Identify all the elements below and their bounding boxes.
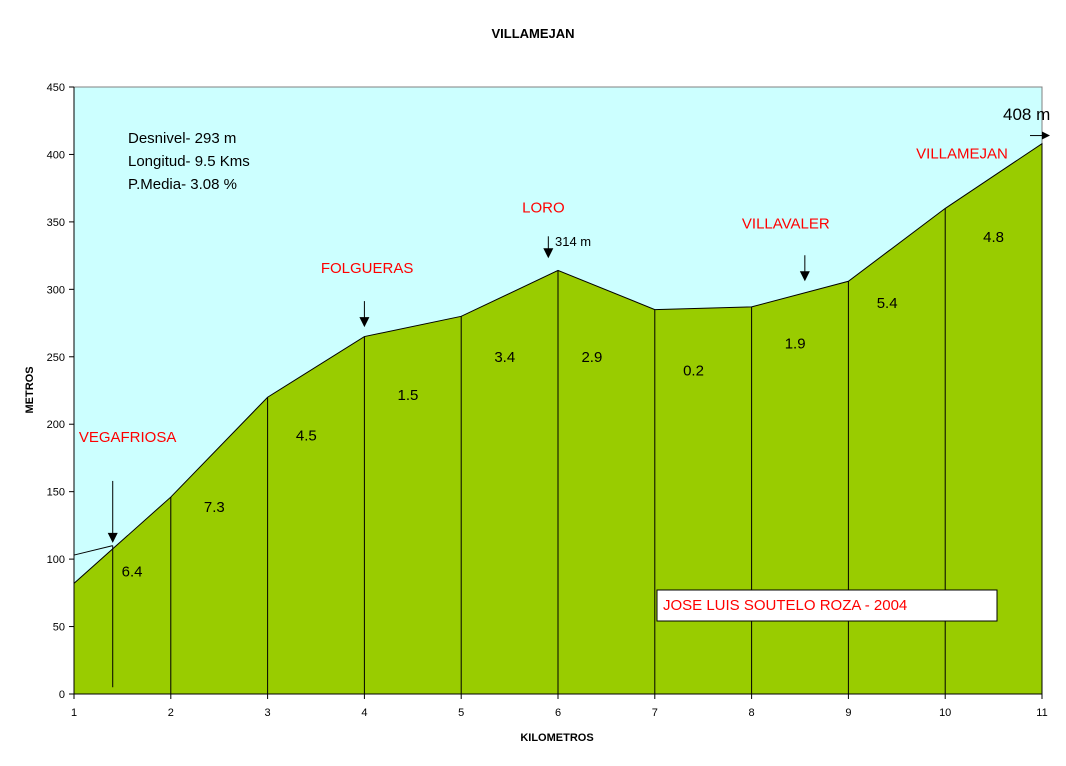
- y-tick-label: 150: [47, 487, 65, 499]
- place-label: FOLGUERAS: [321, 260, 414, 277]
- y-axis-label: METROS: [24, 366, 36, 413]
- segment-gradient-label: 1.9: [785, 336, 806, 353]
- x-axis: 1 2 3 4 5 6 7 8 9 10 11: [71, 693, 1048, 719]
- end-elevation-label: 408 m: [1003, 105, 1050, 124]
- segment-gradient-label: 7.3: [204, 499, 225, 516]
- arrow-icon: [107, 532, 118, 543]
- segment-gradient-label: 2.9: [581, 349, 602, 366]
- start-slope-line: [73, 545, 113, 556]
- segment-dividers: [170, 208, 946, 694]
- x-tick-label: 5: [458, 707, 464, 719]
- x-tick-label: 8: [749, 707, 755, 719]
- segment-gradient-label: 0.2: [683, 363, 704, 380]
- author-box-frame: [656, 589, 998, 622]
- arrow-icon: [799, 271, 810, 282]
- author-label: JOSE LUIS SOUTELO ROZA - 2004: [663, 597, 907, 614]
- place-label: VEGAFRIOSA: [79, 429, 177, 446]
- segment-gradient-label: 3.4: [494, 349, 515, 366]
- y-tick-label: 450: [47, 82, 65, 94]
- x-tick-label: 4: [361, 707, 367, 719]
- x-tick-label: 3: [265, 707, 271, 719]
- chart-title: VILLAMEJAN: [491, 26, 574, 41]
- x-tick-label: 1: [71, 707, 77, 719]
- y-tick-label: 400: [47, 149, 65, 161]
- peak-elevation-label: 314 m: [555, 234, 591, 249]
- place-label: VILLAMEJAN: [916, 145, 1008, 162]
- x-tick-label: 6: [555, 707, 561, 719]
- segment-gradient-label: 5.4: [877, 295, 898, 312]
- y-tick-label: 100: [47, 554, 65, 566]
- segment-gradient-label: 4.5: [296, 427, 317, 444]
- arrow-icon: [1042, 131, 1050, 140]
- x-tick-label: 2: [168, 707, 174, 719]
- x-axis-label: KILOMETROS: [520, 732, 593, 744]
- info-pendiente: P.Media- 3.08 %: [128, 176, 237, 193]
- x-tick-label: 10: [939, 707, 951, 719]
- x-tick-label: 7: [652, 707, 658, 719]
- segment-gradient-label: 1.5: [398, 387, 419, 404]
- y-tick-label: 50: [53, 622, 65, 634]
- segment-gradient-label: 6.4: [122, 564, 143, 581]
- info-longitud: Longitud- 9.5 Kms: [128, 153, 250, 170]
- y-tick-label: 0: [59, 689, 65, 701]
- arrow-icon: [359, 317, 370, 328]
- y-tick-label: 200: [47, 419, 65, 431]
- segment-gradient-label: 4.8: [983, 229, 1004, 246]
- segment-gradient-labels: 6.4 7.3 4.5 1.5 3.4 2.9 0.2 1.9 5.4 4.8: [122, 229, 1004, 581]
- arrow-icon: [543, 248, 554, 259]
- info-desnivel: Desnivel- 293 m: [128, 130, 236, 147]
- place-label: VILLAVALER: [742, 216, 830, 233]
- x-tick-label: 9: [845, 707, 851, 719]
- x-tick-label: 11: [1036, 707, 1047, 719]
- y-axis: 0 50 100 150 200 250 300 350 400 450: [47, 82, 75, 701]
- y-tick-label: 250: [47, 352, 65, 364]
- y-tick-label: 300: [47, 284, 65, 296]
- info-box: Desnivel- 293 m Longitud- 9.5 Kms P.Medi…: [128, 130, 250, 193]
- place-labels: VEGAFRIOSA FOLGUERAS LORO VILLAVALER VILLAME…: [79, 131, 1050, 543]
- place-label: LORO: [522, 199, 565, 216]
- y-tick-label: 350: [47, 217, 65, 229]
- author-box: JOSE LUIS SOUTELO ROZA - 2004: [656, 589, 998, 622]
